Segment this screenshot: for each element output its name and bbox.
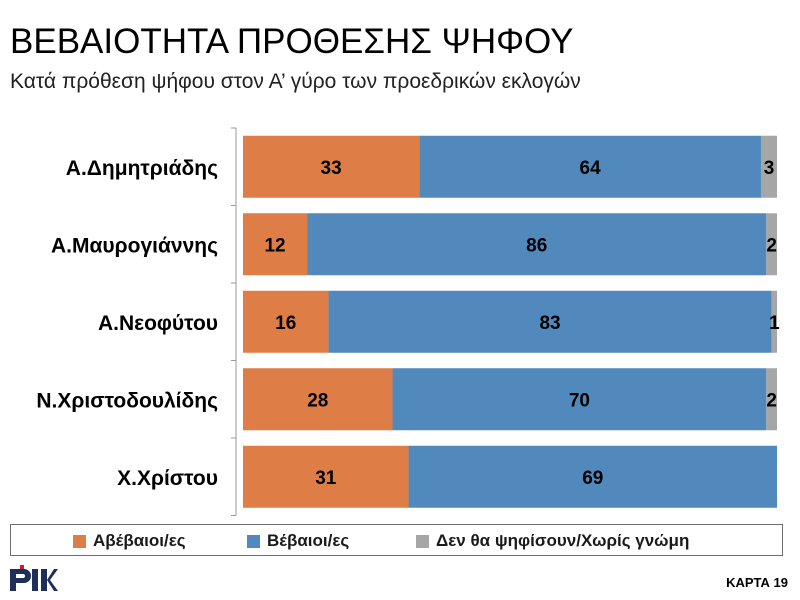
data-label-certain: 70: [569, 390, 590, 411]
rik-logo: [10, 565, 58, 591]
legend-label-uncertain: Αβέβαιοι/ες: [93, 531, 186, 550]
bar-no-vote: [766, 213, 777, 276]
data-label-no-vote: 3: [764, 158, 775, 179]
bar-uncertain: [243, 213, 308, 276]
data-label-certain: 64: [580, 158, 602, 179]
bar-certain: [408, 445, 777, 508]
bar-uncertain: [243, 135, 420, 198]
legend-item-certain: Βέβαιοι/ες: [247, 531, 349, 551]
data-label-uncertain: 28: [307, 390, 328, 411]
data-label-uncertain: 12: [264, 235, 285, 256]
data-label-uncertain: 16: [275, 313, 296, 334]
data-label-no-vote: 2: [766, 390, 777, 411]
bar-uncertain: [243, 445, 409, 508]
category-label: Α.Νεοφύτου: [98, 312, 218, 335]
stacked-bar-chart: Α.Δημητριάδης 33 64 3Α.Μαυρογιάννης 12 86 2Α.Ν…: [36, 127, 780, 516]
category-label: Ν.Χριστοδουλίδης: [36, 389, 218, 412]
data-label-certain: 86: [526, 235, 547, 256]
bar-no-vote: [760, 135, 777, 198]
category-label: Α.Μαυρογιάννης: [51, 234, 218, 257]
data-label-certain: 83: [539, 313, 560, 334]
legend-swatch-no-vote: [416, 534, 429, 548]
data-label-no-vote: 2: [766, 235, 777, 256]
bar-certain: [307, 213, 767, 276]
bar-no-vote: [766, 368, 777, 431]
data-label-uncertain: 33: [321, 158, 342, 179]
bar-no-vote: [771, 290, 777, 353]
card-label: ΚΑΡΤΑ 19: [726, 575, 788, 590]
legend-label-certain: Βέβαιοι/ες: [267, 531, 350, 550]
bar-uncertain: [243, 290, 329, 353]
category-label: Χ.Χρίστου: [117, 467, 218, 490]
legend-swatch-certain: [247, 534, 260, 548]
data-label-uncertain: 31: [315, 468, 337, 489]
legend-item-uncertain: Αβέβαιοι/ες: [73, 531, 186, 551]
data-label-no-vote: 1: [769, 313, 780, 334]
chart-legend: Αβέβαιοι/ες Βέβαιοι/ες Δεν θα ψηφίσουν/Χ…: [10, 524, 783, 556]
bar-certain: [392, 368, 767, 431]
bar-uncertain: [243, 368, 393, 431]
chart-subtitle: Κατά πρόθεση ψήφου στον Α’ γύρο των προε…: [10, 70, 581, 93]
data-label-certain: 69: [582, 468, 603, 489]
bar-certain: [328, 290, 772, 353]
legend-item-no-vote: Δεν θα ψηφίσουν/Χωρίς γνώμη: [416, 531, 689, 551]
legend-label-no-vote: Δεν θα ψηφίσουν/Χωρίς γνώμη: [436, 531, 690, 550]
legend-swatch-uncertain: [73, 534, 86, 548]
chart-title: ΒΕΒΑΙΟΤΗΤΑ ΠΡΟΘΕΣΗΣ ΨΗΦΟΥ: [10, 22, 574, 61]
bar-certain: [419, 135, 761, 198]
category-label: Α.Δημητριάδης: [66, 157, 218, 180]
